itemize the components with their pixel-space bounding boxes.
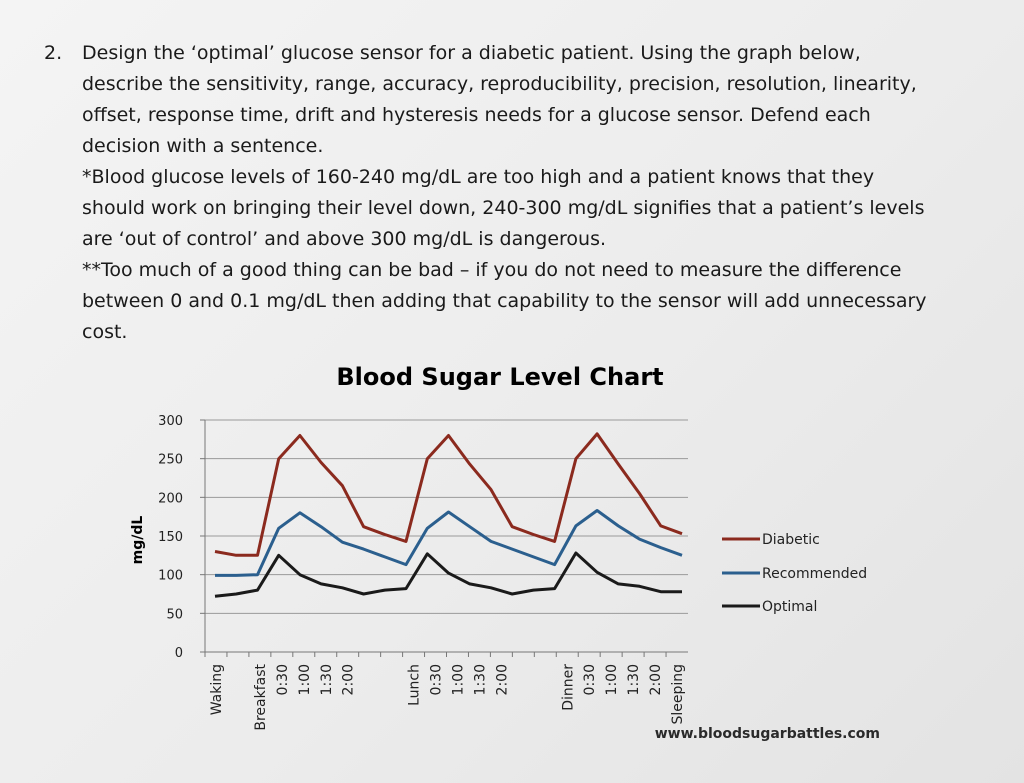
chart-title: Blood Sugar Level Chart bbox=[336, 363, 663, 391]
question-line: should work on bringing their level down… bbox=[82, 197, 925, 219]
question-line: between 0 and 0.1 mg/dL then adding that… bbox=[82, 290, 927, 312]
x-tick-label: Waking bbox=[209, 664, 225, 715]
x-tick-label: 2:00 bbox=[494, 664, 510, 695]
x-tick-label: Dinner bbox=[560, 664, 576, 711]
x-tick-label: 0:30 bbox=[275, 664, 291, 695]
source-caption: www.bloodsugarbattles.com bbox=[655, 726, 880, 742]
question-line: are ‘out of control’ and above 300 mg/dL… bbox=[82, 228, 607, 250]
y-tick-label: 300 bbox=[158, 414, 183, 429]
x-tick-label: 1:00 bbox=[450, 664, 466, 695]
x-tick-label: Breakfast bbox=[253, 664, 269, 731]
x-tick-label: 1:00 bbox=[604, 664, 620, 695]
x-tick-labels: Waking Breakfast 0:30 1:00 1:30 2:00 Lunch 0:30… bbox=[204, 652, 686, 731]
y-tick-label: 250 bbox=[158, 453, 183, 468]
y-tick-label: 50 bbox=[166, 607, 183, 622]
gridlines bbox=[205, 419, 688, 614]
y-tick-label: 0 bbox=[175, 646, 183, 661]
legend-label-optimal: Optimal bbox=[762, 599, 817, 615]
x-tick-label: 0:30 bbox=[429, 664, 445, 695]
x-tick-label: 1:30 bbox=[626, 664, 642, 695]
y-axis-label: mg/dL bbox=[130, 516, 146, 565]
series-line-recommended bbox=[215, 509, 683, 577]
question-line: describe the sensitivity, range, accurac… bbox=[82, 73, 917, 95]
question-line: offset, response time, drift and hystere… bbox=[82, 104, 871, 126]
question-number: 2. bbox=[44, 42, 63, 64]
series-line-diabetic bbox=[214, 432, 683, 557]
x-tick-label: Lunch bbox=[407, 664, 423, 706]
question-line: **Too much of a good thing can be bad – … bbox=[82, 259, 902, 281]
x-tick-label: 2:00 bbox=[648, 664, 664, 695]
series-lines bbox=[214, 432, 683, 598]
question-line: decision with a sentence. bbox=[82, 135, 324, 157]
legend-label-recommended: Recommended bbox=[762, 566, 867, 582]
question-line: Design the ‘optimal’ glucose sensor for … bbox=[82, 42, 861, 64]
x-tick-label: 1:00 bbox=[297, 664, 313, 695]
x-tick-label: 0:30 bbox=[582, 664, 598, 695]
x-tick-label: 2:00 bbox=[341, 664, 357, 695]
question-line: *Blood glucose levels of 160-240 mg/dL a… bbox=[82, 166, 875, 188]
x-tick-label: 1:30 bbox=[472, 664, 488, 695]
y-tick-label: 200 bbox=[158, 491, 183, 506]
question-line: cost. bbox=[82, 321, 128, 343]
legend: Diabetic Recommended Optimal bbox=[722, 532, 867, 615]
legend-label-diabetic: Diabetic bbox=[762, 532, 820, 548]
y-tick-label: 150 bbox=[158, 530, 183, 545]
y-tick-label: 100 bbox=[158, 569, 183, 584]
series-line-optimal bbox=[214, 551, 682, 598]
x-tick-label: Sleeping bbox=[670, 664, 686, 725]
y-tick-labels: 0 50 100 150 200 250 300 bbox=[158, 414, 205, 661]
x-tick-label: 1:30 bbox=[319, 664, 335, 695]
question-text: Design the ‘optimal’ glucose sensor for … bbox=[82, 38, 982, 348]
